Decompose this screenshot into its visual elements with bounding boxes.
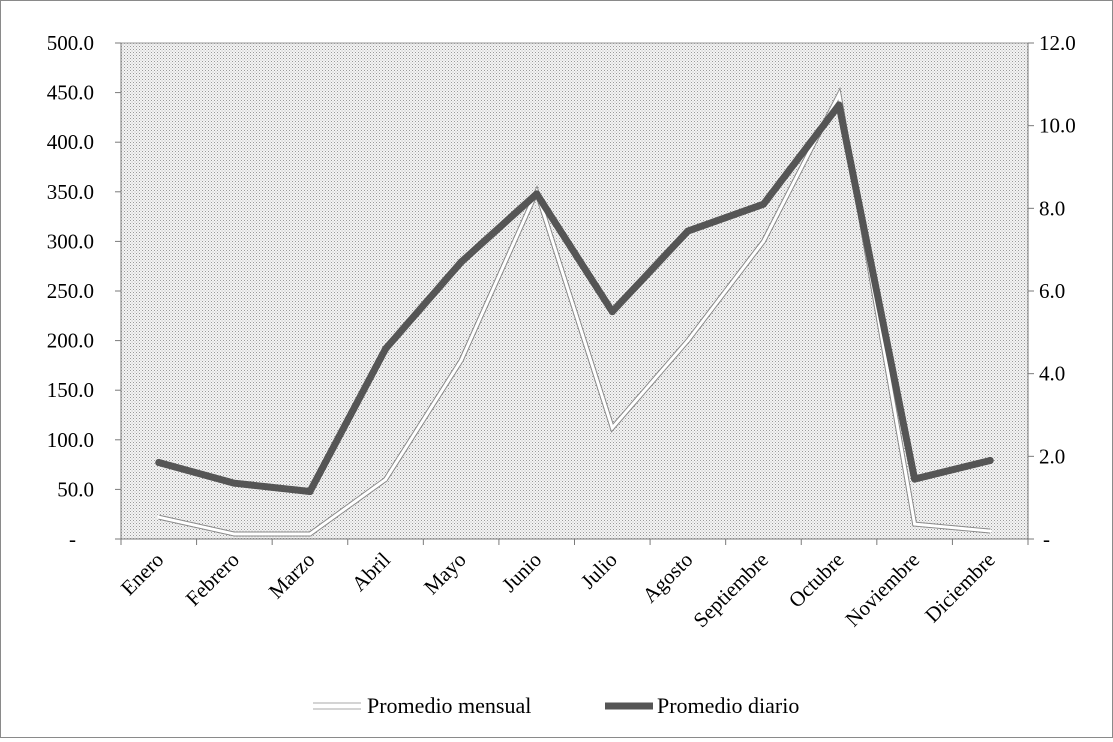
point-promedio-mensual-abril xyxy=(384,477,388,481)
x-tick-label-octubre: Octubre xyxy=(784,548,849,613)
x-tick-label-diciembre: Diciembre xyxy=(920,548,1000,628)
y-right-tick-label: 10.0 xyxy=(1039,114,1076,138)
x-tick-label-mayo: Mayo xyxy=(419,548,471,600)
y-left-tick-label: 250.0 xyxy=(47,279,94,303)
x-tick-label-agosto: Agosto xyxy=(638,548,698,608)
point-promedio-mensual-julio xyxy=(610,426,614,430)
point-promedio-mensual-agosto xyxy=(686,339,690,343)
y-right-tick-label: 12.0 xyxy=(1039,31,1076,55)
y-left-tick-label: 50.0 xyxy=(57,477,94,501)
x-tick-label-febrero: Febrero xyxy=(181,548,244,611)
x-tick-label-abril: Abril xyxy=(347,547,395,595)
point-promedio-mensual-mayo xyxy=(459,358,463,362)
y-right-tick-label: - xyxy=(1043,527,1050,551)
y-left-tick-label: - xyxy=(69,527,76,551)
point-promedio-diario-noviembre xyxy=(911,475,919,483)
y-left-tick-label: 500.0 xyxy=(47,31,94,55)
point-promedio-mensual-marzo xyxy=(308,532,312,536)
y-left-tick-label: 450.0 xyxy=(47,81,94,105)
y-right-tick-label: 6.0 xyxy=(1039,279,1065,303)
y-right-tick-label: 8.0 xyxy=(1039,196,1065,220)
point-promedio-mensual-enero xyxy=(157,515,161,519)
x-tick-label-noviembre: Noviembre xyxy=(840,548,924,632)
point-promedio-diario-junio xyxy=(533,190,541,198)
y-right-tick-label: 2.0 xyxy=(1039,444,1065,468)
y-left-tick-label: 100.0 xyxy=(47,428,94,452)
y-right-tick-label: 4.0 xyxy=(1039,362,1065,386)
x-tick-label-junio: Junio xyxy=(497,548,546,597)
y-left-tick-label: 150.0 xyxy=(47,378,94,402)
point-promedio-mensual-febrero xyxy=(232,532,236,536)
point-promedio-diario-febrero xyxy=(230,479,238,487)
point-promedio-diario-marzo xyxy=(306,487,314,495)
plot-area xyxy=(120,42,1029,540)
y-left-tick-label: 350.0 xyxy=(47,180,94,204)
series-line-promedio-diario xyxy=(155,101,994,495)
point-promedio-diario-julio xyxy=(608,308,616,316)
point-promedio-mensual-septiembre xyxy=(761,239,765,243)
point-promedio-diario-octubre xyxy=(835,101,843,109)
y-left-tick-label: 200.0 xyxy=(47,329,94,353)
y-axis-right: - 2.0 4.0 6.0 8.0 10.0 12.0 xyxy=(1027,31,1076,551)
series-layer xyxy=(155,86,994,537)
point-promedio-diario-septiembre xyxy=(759,200,767,208)
x-tick-label-julio: Julio xyxy=(576,548,622,594)
point-promedio-diario-agosto xyxy=(684,227,692,235)
x-tick-label-septiembre: Septiembre xyxy=(688,548,773,633)
point-promedio-diario-abril xyxy=(382,345,390,353)
x-axis: Enero Febrero Marzo Abril Mayo Junio Julio Agos… xyxy=(116,538,1029,633)
point-promedio-mensual-noviembre xyxy=(913,522,917,526)
point-promedio-diario-enero xyxy=(155,459,163,467)
legend: Promedio mensual Promedio diario xyxy=(313,693,799,718)
y-left-tick-label: 300.0 xyxy=(47,229,94,253)
legend-label-promedio-diario: Promedio diario xyxy=(657,693,799,718)
y-left-tick-label: 400.0 xyxy=(47,130,94,154)
point-promedio-mensual-diciembre xyxy=(988,529,992,533)
point-promedio-diario-mayo xyxy=(457,258,465,266)
point-promedio-diario-diciembre xyxy=(986,456,994,464)
x-tick-label-marzo: Marzo xyxy=(264,548,320,604)
x-tick-label-enero: Enero xyxy=(116,548,168,600)
legend-label-promedio-mensual: Promedio mensual xyxy=(367,693,531,718)
y-axis-left: - 50.0 100.0 150.0 200.0 250.0 300.0 350.0 400.0… xyxy=(47,31,122,551)
point-promedio-mensual-octubre xyxy=(837,93,841,97)
